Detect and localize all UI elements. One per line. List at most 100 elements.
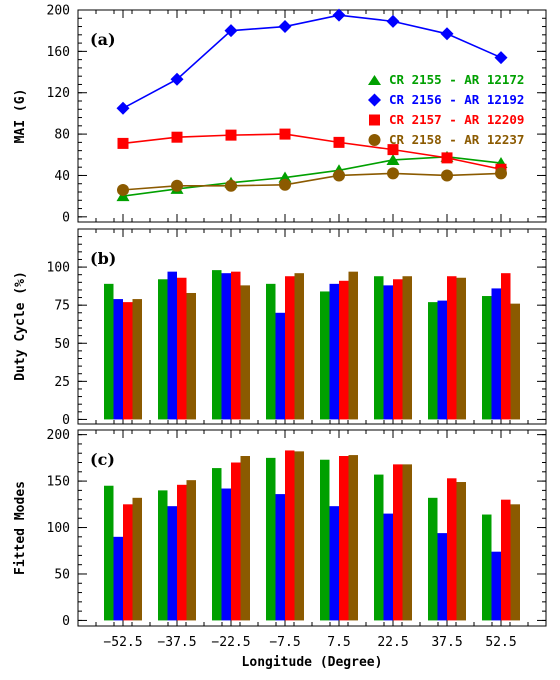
y-tick-label: 0 [62,413,70,428]
y-tick-label: 0 [62,210,70,225]
bar [212,270,222,420]
bar [383,513,393,621]
legend-marker-circle [368,134,381,146]
bar [428,497,438,621]
legend: CR 2155 - AR 12172 CR 2156 - AR 12192 CR… [368,72,524,147]
bar [393,464,403,621]
bar [275,494,285,621]
data-point-diamond [116,101,130,115]
bar [456,277,466,420]
panel-c-bars [104,450,520,621]
bar [339,456,349,621]
bar [113,536,123,621]
bar [491,551,501,621]
x-tick-label: 52.5 [485,635,516,650]
data-point-square [333,136,345,148]
x-tick-label: 7.5 [327,635,350,650]
bar [482,514,492,621]
panel-b-y-axis-title: Duty Cycle (%) [13,271,28,381]
series-line-square [122,133,502,171]
bar [374,276,384,420]
bar [320,291,330,420]
bar [320,459,330,621]
bar [186,480,196,621]
bar [123,504,133,621]
bar [329,283,339,420]
legend-label: CR 2155 - AR 12172 [389,72,524,87]
y-tick-label: 25 [54,375,70,390]
bar [266,457,276,621]
y-tick-label: 40 [54,169,70,184]
bar [158,490,168,621]
panel-a-y-axis-title: MAI (G) [13,89,28,144]
bar [402,464,412,621]
bar [437,533,447,621]
bar [428,302,438,420]
bar [510,303,520,420]
bar [104,485,114,621]
bar [221,488,231,621]
bar [167,271,177,420]
x-tick-label: −7.5 [269,635,300,650]
data-point-diamond [494,51,508,65]
y-tick-label: 75 [54,299,70,314]
bar [294,273,304,420]
legend-label: CR 2158 - AR 12237 [389,132,524,147]
bar [132,497,142,621]
y-tick-label: 200 [47,4,70,19]
legend-marker-triangle [368,75,381,85]
panel-c-label: (c) [90,450,115,469]
series-line-circle [122,172,502,191]
bar [266,283,276,420]
bar [294,451,304,621]
bar [437,300,447,420]
y-tick-label: 50 [54,567,70,582]
bar [275,312,285,420]
bar [339,280,349,420]
data-point-square [441,152,453,164]
panel-a-ticks: 0 40 80 120 160 200 [47,4,546,225]
x-tick-label: −37.5 [157,635,196,650]
y-tick-label: 150 [47,475,70,490]
panel-b-label: (b) [90,249,116,268]
bar [113,299,123,420]
bar [510,504,520,621]
legend-label: CR 2157 - AR 12209 [389,112,524,127]
panel-b-bars [104,270,520,420]
panel-b: (b) Duty Cycle (%) 0 25 50 75 100 [13,228,547,428]
bar [285,276,295,420]
data-point-diamond [332,8,346,22]
bar [456,482,466,621]
bar [177,277,187,420]
panel-a-series [116,8,508,202]
legend-item-0: CR 2155 - AR 12172 [368,72,524,87]
data-point-diamond [440,27,454,41]
bar [231,462,241,621]
y-tick-label: 160 [47,45,70,60]
bar [447,276,457,420]
bar [167,506,177,621]
x-tick-label: −22.5 [211,635,250,650]
y-tick-label: 80 [54,128,70,143]
panel-b-ticks: 0 25 50 75 100 [47,228,546,428]
data-point-diamond [278,20,292,34]
bar [186,292,196,420]
legend-marker-diamond [368,93,381,107]
series-line-triangle [122,156,502,197]
legend-item-1: CR 2156 - AR 12192 [368,92,524,107]
panel-a-label: (a) [90,30,116,49]
bar [501,273,511,420]
data-point-circle [495,167,507,180]
data-point-square [279,128,291,140]
x-tick-label: −52.5 [103,635,142,650]
data-point-square [117,137,129,149]
bar [348,271,358,420]
bar [231,271,241,420]
data-point-circle [441,169,453,182]
data-point-square [171,131,183,143]
legend-item-2: CR 2157 - AR 12209 [369,112,524,127]
data-point-square [225,129,237,141]
data-point-circle [225,179,237,192]
